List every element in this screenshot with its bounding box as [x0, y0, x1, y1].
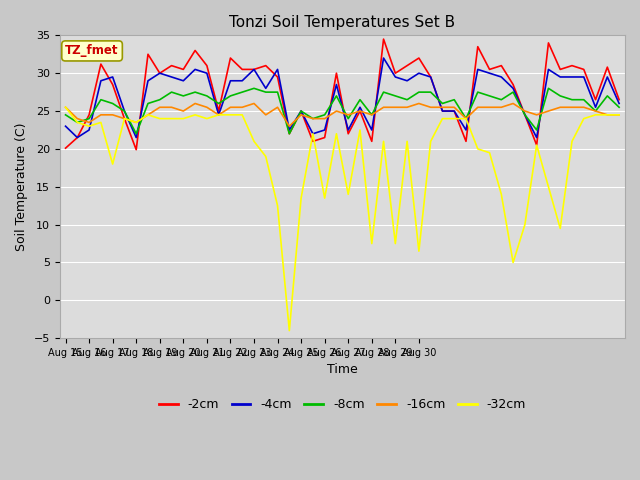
- Title: Tonzi Soil Temperatures Set B: Tonzi Soil Temperatures Set B: [229, 15, 456, 30]
- Y-axis label: Soil Temperature (C): Soil Temperature (C): [15, 122, 28, 251]
- X-axis label: Time: Time: [327, 363, 358, 376]
- Text: TZ_fmet: TZ_fmet: [65, 45, 119, 58]
- Legend: -2cm, -4cm, -8cm, -16cm, -32cm: -2cm, -4cm, -8cm, -16cm, -32cm: [154, 393, 531, 416]
